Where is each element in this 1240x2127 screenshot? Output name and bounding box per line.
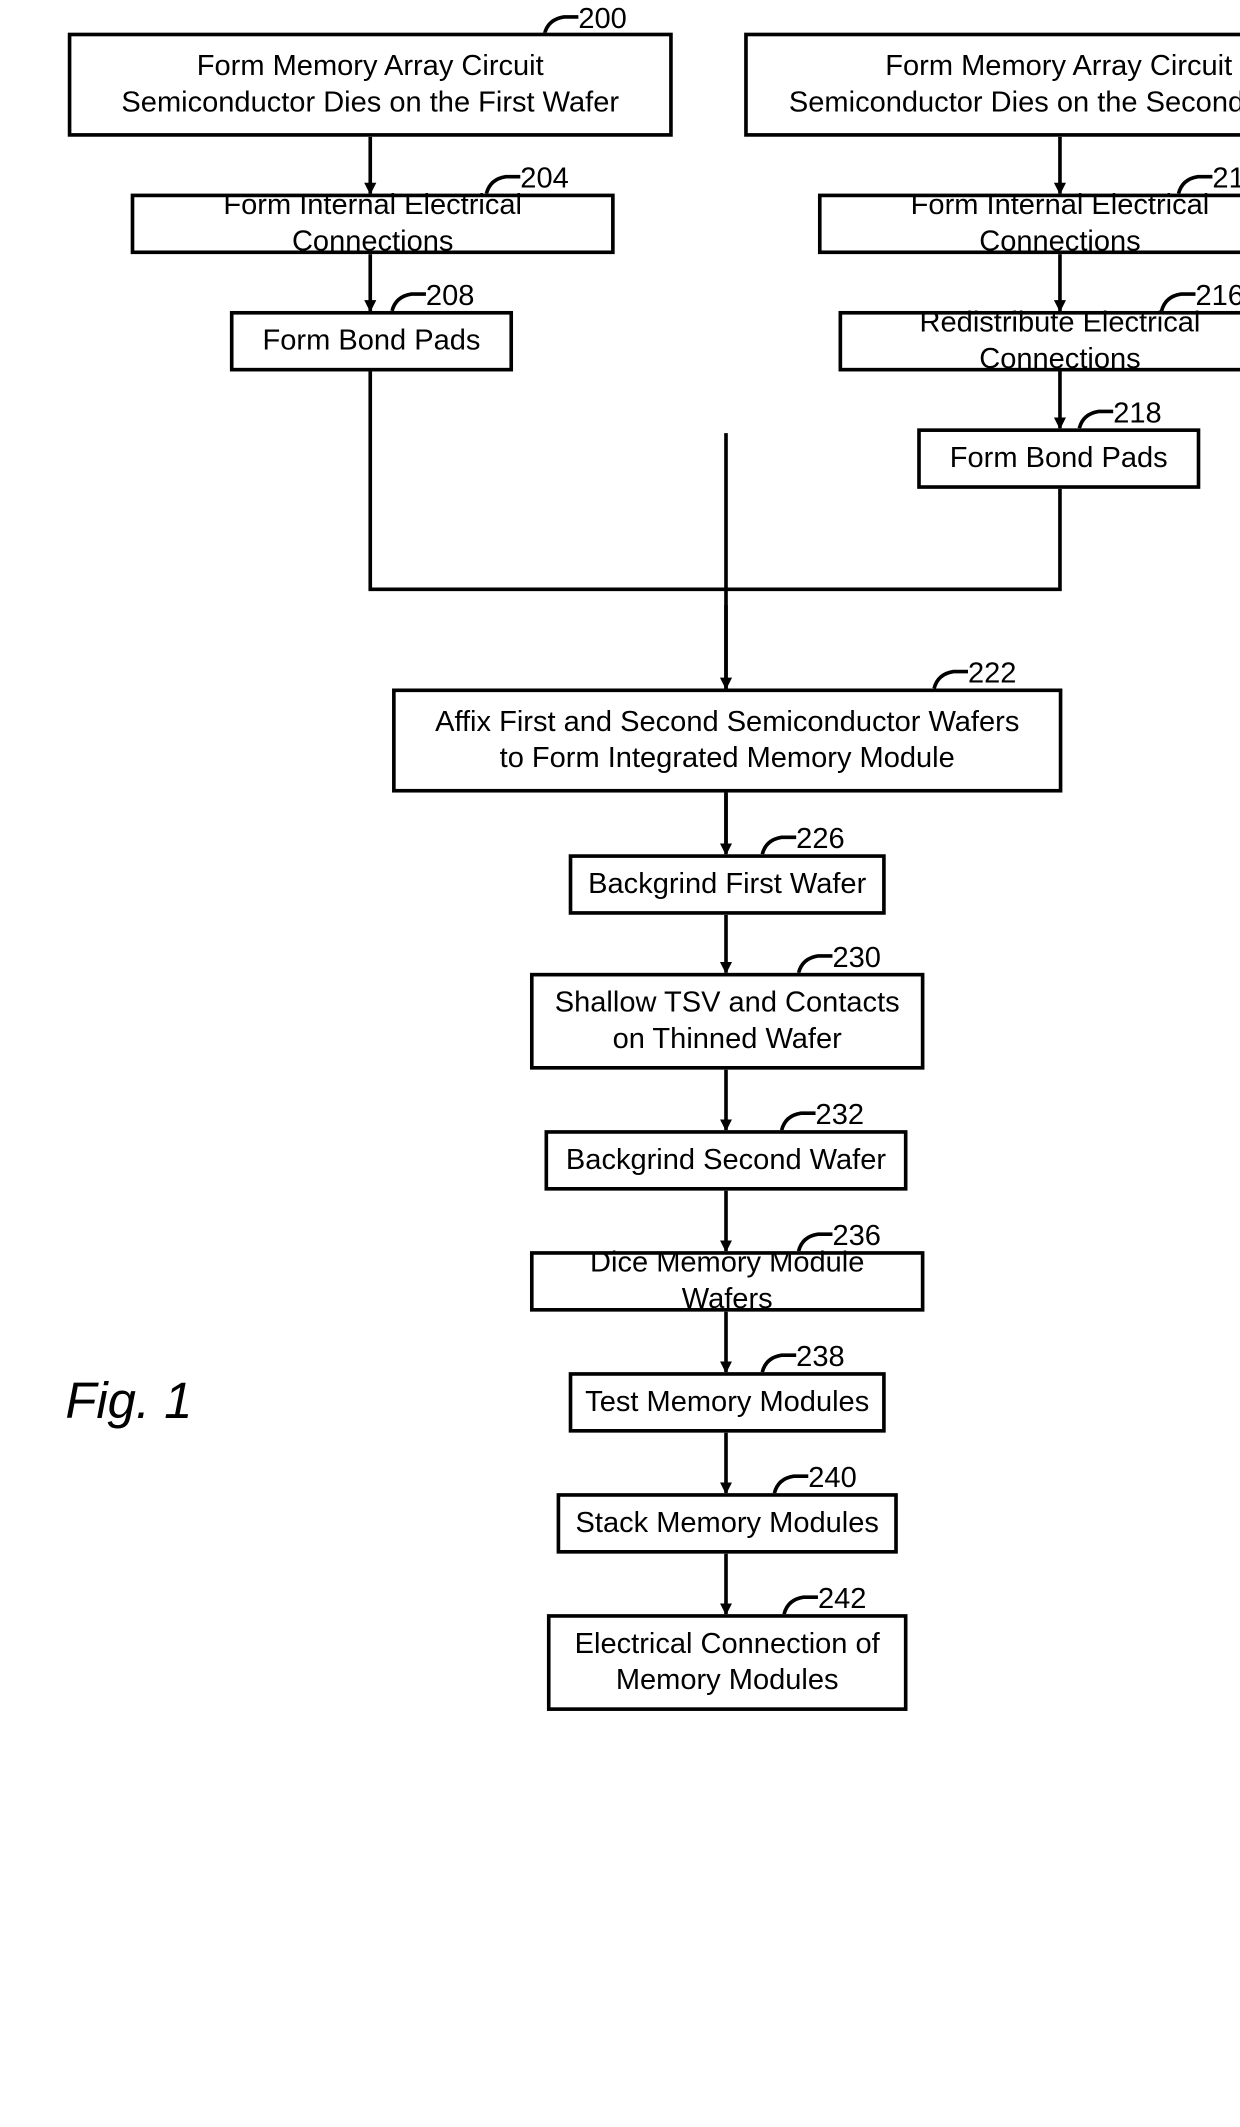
flow-box-240: Stack Memory Modules [557, 1493, 898, 1554]
ref-label-242: 242 [818, 1583, 866, 1617]
flow-box-208: Form Bond Pads [230, 311, 513, 372]
merge-connector [370, 371, 726, 589]
ref-label-232: 232 [816, 1099, 864, 1133]
flow-box-242: Electrical Connection ofMemory Modules [547, 1614, 908, 1711]
ref-hook-icon [774, 1476, 808, 1493]
ref-hook-icon [784, 1597, 818, 1614]
flow-box-232: Backgrind Second Wafer [545, 1130, 908, 1191]
ref-hook-icon [762, 837, 796, 854]
flow-box-204: Form Internal Electrical Connections [131, 194, 615, 255]
ref-label-222: 222 [968, 657, 1016, 691]
flow-box-210: Form Memory Array CircuitSemiconductor D… [744, 33, 1240, 137]
ref-label-214: 214 [1212, 162, 1240, 196]
flow-box-238: Test Memory Modules [569, 1372, 886, 1433]
ref-hook-icon [782, 1113, 816, 1130]
flow-box-236: Dice Memory Module Wafers [530, 1251, 924, 1312]
ref-hook-icon [1079, 411, 1113, 428]
ref-hook-icon [545, 17, 579, 34]
ref-label-208: 208 [426, 280, 474, 314]
ref-label-204: 204 [520, 162, 568, 196]
flow-box-214: Form Internal Electrical Connections [818, 194, 1240, 255]
ref-label-238: 238 [796, 1341, 844, 1375]
flow-box-218: Form Bond Pads [917, 428, 1200, 489]
ref-label-230: 230 [832, 941, 880, 975]
ref-hook-icon [762, 1355, 796, 1372]
ref-label-200: 200 [578, 2, 626, 36]
flow-box-226: Backgrind First Wafer [569, 854, 886, 915]
flow-box-200: Form Memory Array CircuitSemiconductor D… [68, 33, 673, 137]
ref-hook-icon [934, 672, 968, 689]
flow-box-216: Redistribute Electrical Connections [839, 311, 1240, 372]
figure-label: Fig. 1 [65, 1372, 192, 1430]
flow-box-222: Affix First and Second Semiconductor Waf… [392, 688, 1062, 792]
ref-hook-icon [392, 294, 426, 311]
flow-box-230: Shallow TSV and Contactson Thinned Wafer [530, 973, 924, 1070]
ref-label-216: 216 [1195, 280, 1240, 314]
ref-label-240: 240 [808, 1462, 856, 1496]
merge-connector [726, 489, 1060, 589]
ref-label-218: 218 [1113, 397, 1161, 431]
ref-hook-icon [799, 956, 833, 973]
ref-label-236: 236 [832, 1220, 880, 1254]
ref-label-226: 226 [796, 823, 844, 857]
